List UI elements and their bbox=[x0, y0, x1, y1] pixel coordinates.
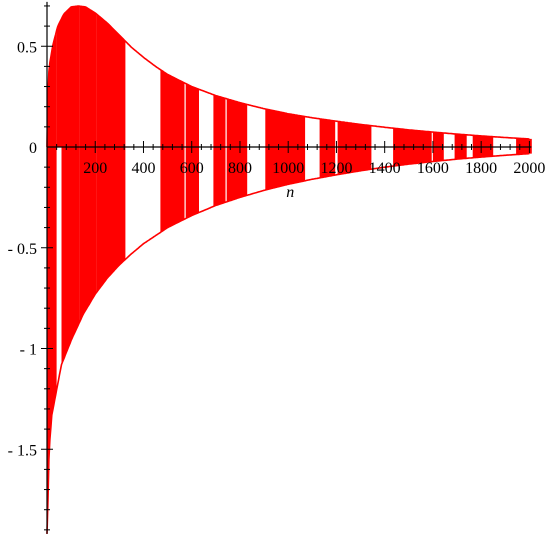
axes bbox=[41, 1, 532, 534]
upper-envelope-curve bbox=[46, 5, 530, 148]
x-tick-label: 400 bbox=[131, 160, 155, 177]
fill-layer bbox=[47, 6, 532, 534]
y-tick-label: - 1 bbox=[20, 342, 37, 359]
x-tick-label: 1400 bbox=[369, 160, 401, 177]
band-17 bbox=[516, 138, 532, 155]
envelope-curves bbox=[46, 5, 530, 534]
band-1 bbox=[47, 30, 57, 534]
x-tick-label: 1600 bbox=[417, 160, 449, 177]
x-tick-label: 2000 bbox=[513, 160, 545, 177]
band-4 bbox=[79, 6, 97, 323]
band-7 bbox=[185, 83, 199, 219]
y-tick-label: - 0.5 bbox=[8, 241, 37, 258]
band-5 bbox=[96, 14, 126, 293]
band-10 bbox=[265, 109, 306, 190]
y-tick-label: 0.5 bbox=[17, 39, 37, 56]
lower-envelope-curve bbox=[46, 152, 530, 534]
x-axis-title: n bbox=[286, 184, 294, 201]
band-11 bbox=[319, 118, 336, 178]
band-6 bbox=[160, 69, 185, 233]
band-12 bbox=[337, 121, 372, 175]
band-8 bbox=[213, 94, 226, 207]
x-tick-label: 1000 bbox=[272, 160, 304, 177]
tick-labels: 200 400 600 800 1000 1200 1400 1600 1800 2000 0.5 0… bbox=[8, 39, 546, 459]
x-tick-label: 800 bbox=[228, 160, 252, 177]
x-tick-label: 1200 bbox=[320, 160, 352, 177]
band-9 bbox=[226, 98, 248, 202]
y-tick-label: - 1.5 bbox=[8, 442, 37, 459]
band-2 bbox=[56, 18, 62, 147]
x-tick-label: 200 bbox=[83, 160, 107, 177]
y-tick-label: 0 bbox=[29, 140, 37, 157]
x-tick-label: 600 bbox=[180, 160, 204, 177]
band-3 bbox=[61, 6, 80, 365]
x-tick-label: 1800 bbox=[465, 160, 497, 177]
